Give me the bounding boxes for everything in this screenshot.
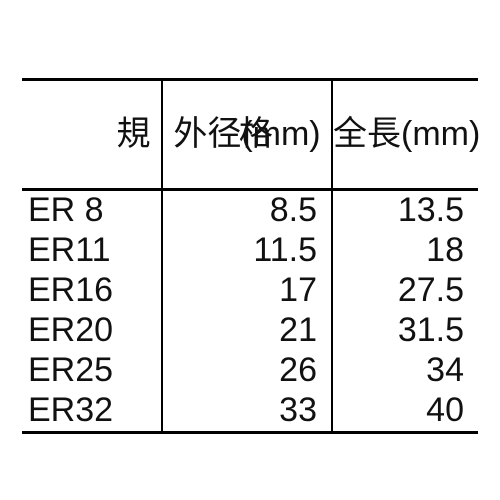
cell-spec: ER25 [22, 351, 162, 391]
spec-table: 規 格 外径(mm) 全長(mm) ER 88.513.5ER1111.518E… [22, 78, 478, 434]
col-header-spec: 規 格 [22, 80, 162, 190]
cell-outer-diameter: 33 [162, 391, 332, 433]
cell-total-length: 18 [332, 231, 478, 271]
cell-outer-diameter: 21 [162, 311, 332, 351]
table-row: ER323340 [22, 391, 478, 433]
cell-outer-diameter: 17 [162, 271, 332, 311]
cell-total-length: 31.5 [332, 311, 478, 351]
cell-total-length: 27.5 [332, 271, 478, 311]
cell-spec: ER11 [22, 231, 162, 271]
cell-total-length: 13.5 [332, 190, 478, 232]
table-row: ER1111.518 [22, 231, 478, 271]
cell-outer-diameter: 26 [162, 351, 332, 391]
col-header-total-length: 全長(mm) [332, 80, 478, 190]
cell-spec: ER32 [22, 391, 162, 433]
spec-table-container: 規 格 外径(mm) 全長(mm) ER 88.513.5ER1111.518E… [22, 78, 478, 434]
cell-outer-diameter: 8.5 [162, 190, 332, 232]
table-row: ER 88.513.5 [22, 190, 478, 232]
cell-total-length: 40 [332, 391, 478, 433]
cell-spec: ER 8 [22, 190, 162, 232]
cell-spec: ER16 [22, 271, 162, 311]
table-body: ER 88.513.5ER1111.518ER161727.5ER202131.… [22, 190, 478, 433]
table-row: ER161727.5 [22, 271, 478, 311]
table-header-row: 規 格 外径(mm) 全長(mm) [22, 80, 478, 190]
cell-outer-diameter: 11.5 [162, 231, 332, 271]
table-row: ER202131.5 [22, 311, 478, 351]
cell-spec: ER20 [22, 311, 162, 351]
table-row: ER252634 [22, 351, 478, 391]
col-header-outer-diameter: 外径(mm) [162, 80, 332, 190]
cell-total-length: 34 [332, 351, 478, 391]
